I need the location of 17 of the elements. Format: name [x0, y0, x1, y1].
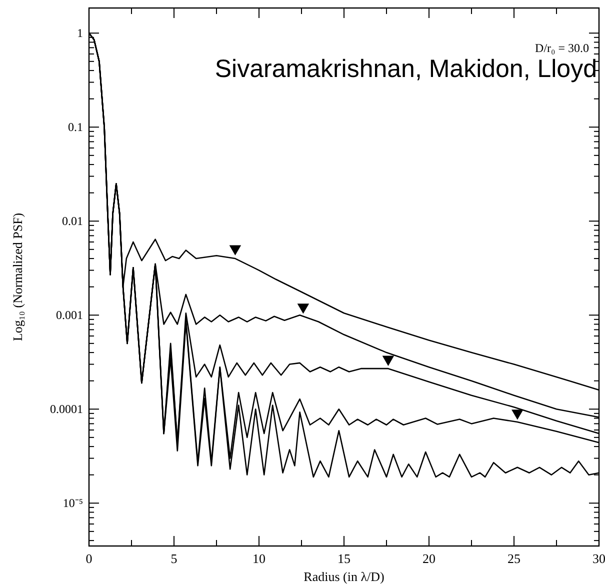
y-tick-label: 0.0001 — [50, 402, 83, 416]
y-tick-label: 1 — [77, 26, 83, 40]
x-tick-label: 25 — [508, 551, 520, 566]
x-tick-label: 20 — [422, 551, 436, 566]
x-tick-label: 30 — [592, 551, 605, 566]
x-tick-label: 5 — [170, 551, 178, 566]
x-tick-label: 15 — [338, 551, 350, 566]
x-axis-title: Radius (in λ/D) — [304, 569, 384, 584]
annotation: Sivaramakrishnan, Makidon, Lloyd — [214, 55, 597, 83]
y-axis-title: Log₁₀ (Normalized PSF) — [10, 212, 25, 342]
annotation: D/r₀ = 30.0 — [535, 41, 589, 55]
y-tick-label: 0.1 — [68, 120, 83, 134]
x-tick-label: 0 — [86, 551, 92, 566]
x-tick-label: 10 — [252, 551, 266, 566]
y-tick-label: 0.01 — [62, 214, 83, 228]
y-tick-label: 0.001 — [56, 308, 83, 322]
y-tick-label: 10⁻⁵ — [62, 496, 83, 510]
